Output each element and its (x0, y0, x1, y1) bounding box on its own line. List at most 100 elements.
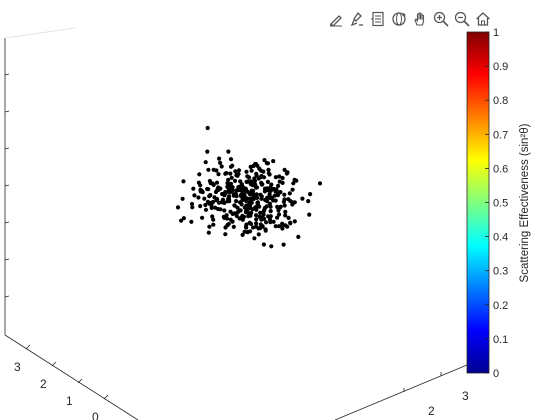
scatter-point (197, 181, 201, 185)
scatter-point (257, 232, 261, 236)
scatter-point (215, 197, 219, 201)
scatter-point (308, 192, 312, 196)
scatter-point (318, 181, 322, 185)
scatter-point (261, 224, 265, 228)
scatter-point (283, 213, 287, 217)
scatter-point (262, 242, 266, 246)
scatter-point (244, 208, 248, 212)
scatter-point (254, 172, 258, 176)
scatter-point (204, 160, 208, 164)
scatter-point (264, 220, 268, 224)
scatter-point (233, 169, 237, 173)
scatter-point (234, 199, 238, 203)
scatter-point (218, 161, 222, 165)
scatter-point (288, 221, 292, 225)
scatter-point (205, 150, 209, 154)
scatter-point (296, 235, 300, 239)
scatter-point (241, 218, 245, 222)
scatter-point (248, 214, 252, 218)
scatter-point (273, 189, 277, 193)
scatter-point (260, 182, 264, 186)
scatter-point (223, 232, 227, 236)
scatter-point (252, 176, 256, 180)
scatter-point (276, 184, 280, 188)
colorbar-tick-label: 0.8 (493, 95, 508, 107)
scatter-point (203, 203, 207, 207)
scatter-point (267, 171, 271, 175)
scatter-point (244, 224, 248, 228)
scatter-point (222, 216, 226, 220)
scatter-point (286, 197, 290, 201)
right-axis-tick-label: 3 (462, 389, 469, 403)
scatter-point (189, 220, 193, 224)
scatter-point (181, 179, 185, 183)
scatter-point (246, 230, 250, 234)
z-axis-ticks (5, 74, 9, 297)
scatter-point (211, 223, 215, 227)
scatter-point (271, 159, 275, 163)
scatter-point (230, 220, 234, 224)
right-axis-ticks: 2 3 (404, 372, 469, 418)
scatter-point (278, 180, 282, 184)
scatter-point (216, 185, 220, 189)
scatter-point (228, 190, 232, 194)
scatter-point (281, 176, 285, 180)
scatter-point (250, 169, 254, 173)
scatter-point (246, 180, 250, 184)
scatter-point (254, 186, 258, 190)
scatter-point (216, 172, 220, 176)
scatter-point (212, 168, 216, 172)
scatter-point (300, 197, 304, 201)
scatter-point (260, 215, 264, 219)
scatter-point (229, 165, 233, 169)
scatter-point (240, 198, 244, 202)
scatter-point (196, 195, 200, 199)
colorbar-tick-label: 0.7 (493, 129, 508, 141)
scatter-point (232, 203, 236, 207)
scatter-point (287, 216, 291, 220)
scatter-point (191, 187, 195, 191)
scatter-point (227, 222, 231, 226)
scatter-point (182, 216, 186, 220)
scatter-point (202, 197, 206, 201)
colorbar-tick-label: 0 (493, 368, 499, 380)
colorbar-tick-label: 0.5 (493, 198, 508, 210)
scatter-point (224, 171, 228, 175)
scatter-point (268, 192, 272, 196)
scatter-point (228, 172, 232, 176)
colorbar-tick-label: 0.3 (493, 266, 508, 278)
scatter-point (268, 196, 272, 200)
scatter-point (288, 191, 292, 195)
left-axis-ticks: 3 2 1 0 (14, 345, 108, 420)
scatter-point (254, 213, 258, 217)
scatter-point (239, 192, 243, 196)
scatter-point (198, 204, 202, 208)
scatter-point (247, 201, 251, 205)
scatter-point (269, 244, 273, 248)
scatter-point (282, 243, 286, 247)
scatter-point (272, 220, 276, 224)
scatter-point (215, 181, 219, 185)
scatter-point (206, 187, 210, 191)
scatter-point (207, 225, 211, 229)
scatter-point (294, 179, 298, 183)
scatter-point (290, 200, 294, 204)
colorbar-label: Scattering Effectiveness (sin²θ) (519, 123, 531, 282)
back-edge-line (5, 28, 75, 38)
y-axis-line (335, 365, 467, 420)
scatter-point (239, 186, 243, 190)
scatter-point (181, 197, 185, 201)
scatter-point (226, 197, 230, 201)
scatter-point (252, 236, 256, 240)
scatter-point (222, 208, 226, 212)
colorbar-tick-label: 0.9 (493, 61, 508, 73)
scatter-point (235, 214, 239, 218)
colorbar-tick-label: 0.6 (493, 163, 508, 175)
left-axis-tick-label: 2 (40, 377, 47, 391)
scatter-point (249, 165, 253, 169)
scatter-point (197, 172, 201, 176)
scatter-point (229, 157, 233, 161)
scatter-point (217, 157, 221, 161)
left-axis-tick-label: 1 (66, 394, 73, 408)
